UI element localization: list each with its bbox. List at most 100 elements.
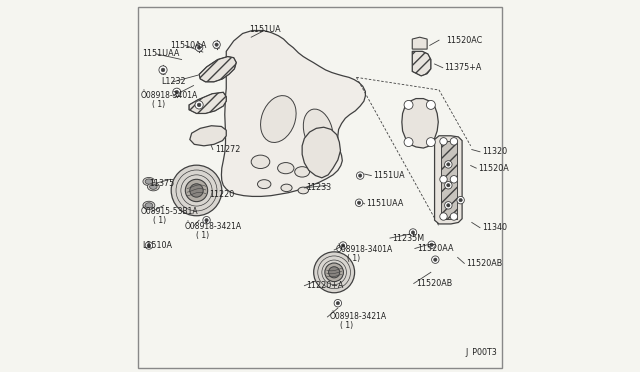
Circle shape	[159, 66, 167, 74]
Circle shape	[215, 43, 218, 46]
Circle shape	[190, 184, 203, 197]
Polygon shape	[221, 31, 365, 196]
Circle shape	[175, 90, 179, 94]
Circle shape	[404, 100, 413, 109]
Text: J  P00T3: J P00T3	[465, 348, 497, 357]
Text: 11272: 11272	[215, 145, 241, 154]
Polygon shape	[441, 141, 457, 219]
Circle shape	[205, 219, 208, 222]
Circle shape	[358, 174, 362, 177]
Text: 11233: 11233	[306, 183, 331, 192]
Polygon shape	[435, 136, 462, 224]
Circle shape	[173, 88, 181, 96]
Circle shape	[426, 138, 435, 147]
Ellipse shape	[294, 167, 310, 177]
Text: 11375: 11375	[149, 179, 174, 187]
Circle shape	[447, 163, 450, 166]
Ellipse shape	[260, 96, 296, 142]
Text: 1151UAA: 1151UAA	[142, 49, 180, 58]
Text: 1151UA: 1151UA	[250, 25, 281, 34]
Circle shape	[447, 203, 450, 207]
Text: 11220: 11220	[209, 190, 234, 199]
Circle shape	[314, 252, 355, 293]
Ellipse shape	[257, 180, 271, 189]
Circle shape	[147, 244, 151, 247]
Text: 11520AB: 11520AB	[416, 279, 452, 288]
Circle shape	[213, 41, 220, 48]
Ellipse shape	[281, 184, 292, 192]
Circle shape	[197, 103, 201, 107]
Polygon shape	[402, 99, 438, 148]
Ellipse shape	[147, 183, 159, 191]
Polygon shape	[412, 37, 427, 49]
Circle shape	[426, 100, 435, 109]
Text: 11220+A: 11220+A	[306, 281, 343, 290]
Text: ( 1): ( 1)	[347, 254, 360, 263]
Ellipse shape	[278, 163, 294, 174]
Text: Ô08918-3421A: Ô08918-3421A	[184, 222, 241, 231]
Text: 11520AC: 11520AC	[447, 36, 483, 45]
Circle shape	[161, 68, 165, 72]
Circle shape	[334, 299, 342, 307]
Circle shape	[447, 183, 450, 187]
Circle shape	[445, 182, 452, 189]
Ellipse shape	[298, 187, 308, 194]
Text: ( 1): ( 1)	[196, 231, 210, 240]
Circle shape	[145, 242, 152, 249]
Polygon shape	[302, 127, 340, 178]
Text: 11520A: 11520A	[478, 164, 509, 173]
Circle shape	[410, 229, 417, 236]
Polygon shape	[412, 51, 431, 76]
Text: 11320: 11320	[482, 147, 507, 156]
Text: 11375+A: 11375+A	[445, 63, 482, 72]
Text: Ô08918-3401A: Ô08918-3401A	[141, 92, 198, 100]
Circle shape	[328, 267, 340, 278]
Circle shape	[186, 179, 207, 202]
Circle shape	[450, 213, 458, 220]
Text: Ô08918-3421A: Ô08918-3421A	[330, 312, 387, 321]
Text: 11520AB: 11520AB	[466, 259, 502, 268]
Text: Ô08918-3401A: Ô08918-3401A	[335, 246, 393, 254]
Text: 11235M: 11235M	[392, 234, 425, 243]
Circle shape	[431, 256, 439, 263]
Polygon shape	[190, 126, 227, 146]
Circle shape	[430, 243, 433, 246]
Circle shape	[195, 44, 203, 51]
Circle shape	[459, 198, 462, 202]
Circle shape	[341, 244, 345, 247]
Circle shape	[356, 172, 364, 179]
Circle shape	[355, 199, 363, 206]
Circle shape	[197, 46, 201, 49]
Circle shape	[357, 201, 361, 204]
Ellipse shape	[143, 177, 155, 186]
Text: 11340: 11340	[482, 223, 507, 232]
Text: ( 1): ( 1)	[340, 321, 353, 330]
Text: ( 1): ( 1)	[152, 216, 166, 225]
Ellipse shape	[303, 109, 333, 153]
Circle shape	[412, 231, 415, 234]
Circle shape	[428, 241, 435, 248]
Circle shape	[440, 213, 447, 220]
Polygon shape	[189, 92, 227, 113]
Circle shape	[404, 138, 413, 147]
Circle shape	[195, 101, 203, 109]
Circle shape	[450, 138, 458, 145]
Circle shape	[445, 161, 452, 168]
Text: ( 1): ( 1)	[152, 100, 165, 109]
Polygon shape	[199, 57, 236, 82]
Text: 11520AA: 11520AA	[417, 244, 453, 253]
Circle shape	[450, 176, 458, 183]
Text: 1151UA: 1151UA	[373, 171, 404, 180]
Circle shape	[434, 258, 437, 262]
Circle shape	[440, 176, 447, 183]
Ellipse shape	[145, 179, 152, 184]
Ellipse shape	[251, 155, 270, 169]
Circle shape	[339, 242, 347, 249]
Ellipse shape	[145, 203, 152, 208]
Ellipse shape	[143, 201, 155, 209]
Text: L1232: L1232	[161, 77, 186, 86]
Circle shape	[203, 217, 211, 224]
Ellipse shape	[150, 184, 157, 189]
Circle shape	[445, 202, 452, 209]
Text: L1510A: L1510A	[142, 241, 172, 250]
